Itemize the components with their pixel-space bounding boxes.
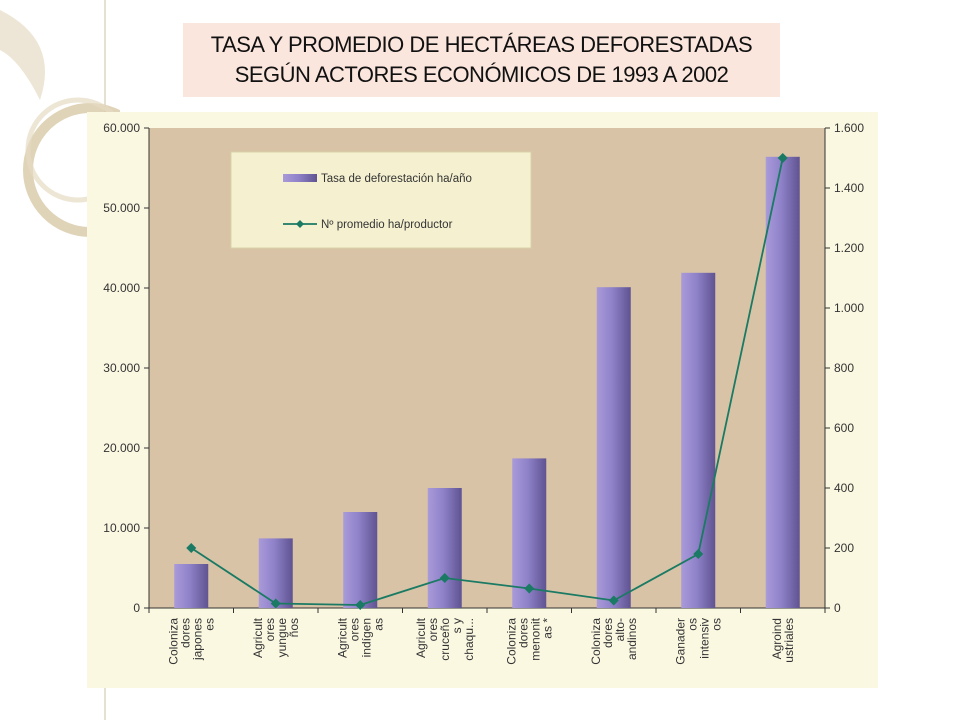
chart-title: TASA Y PROMEDIO DE HECTÁREAS DEFORESTADA… xyxy=(183,23,780,97)
bar xyxy=(512,458,547,608)
category-label: chaqu... xyxy=(462,618,476,661)
line-series xyxy=(190,157,784,606)
category-label: Ganader xyxy=(673,618,687,665)
y-right-tick-label: 0 xyxy=(834,601,841,615)
category-label: dores xyxy=(516,618,530,648)
category-label: cruceño xyxy=(438,618,452,661)
chart-title-line2: SEGÚN ACTORES ECONÓMICOS DE 1993 A 2002 xyxy=(234,62,729,87)
y-right-tick-label: 200 xyxy=(834,541,854,555)
category-label: ores xyxy=(426,618,440,641)
category-label: ores xyxy=(347,618,361,641)
category-label: os xyxy=(709,618,723,631)
category-label: Coloniza xyxy=(589,618,603,665)
category-label: Coloniza xyxy=(166,618,180,665)
category-label: alto- xyxy=(613,618,627,641)
line-point xyxy=(270,598,281,609)
category-label: dores xyxy=(601,618,615,648)
bar xyxy=(427,488,462,608)
bar xyxy=(596,287,631,608)
y-right-tick-label: 1.400 xyxy=(834,181,864,195)
chart-title-line1: TASA Y PROMEDIO DE HECTÁREAS DEFORESTADA… xyxy=(210,32,753,57)
category-label: japones xyxy=(190,618,204,661)
combo-chart: 0 10.000 20.000 30.000 40.000 50.000 60.000 0 20… xyxy=(87,112,878,688)
y-left-tick-label: 30.000 xyxy=(103,361,140,375)
y-left-tick-label: 20.000 xyxy=(103,441,140,455)
bar xyxy=(343,512,378,608)
legend-bar-swatch xyxy=(283,174,317,182)
legend-line-marker xyxy=(296,220,304,228)
category-label: intensiv xyxy=(697,618,711,659)
category-label: menonit xyxy=(528,617,542,660)
y-left-tick-label: 0 xyxy=(133,601,140,615)
y-left-tick-label: 40.000 xyxy=(103,281,140,295)
category-label: Agricult xyxy=(251,617,265,658)
category-label: ustriales xyxy=(782,618,796,663)
line-point xyxy=(693,549,704,559)
category-label: indígen xyxy=(359,618,373,657)
line-point xyxy=(355,600,366,610)
category-label: ños xyxy=(287,618,301,637)
category-label: ores xyxy=(263,618,277,641)
category-label: os xyxy=(685,618,699,631)
category-label: s y xyxy=(450,618,464,633)
category-label: dores xyxy=(178,618,192,648)
y-left-tick-label: 60.000 xyxy=(103,121,140,135)
y-right-tick-label: 1.000 xyxy=(834,301,864,315)
y-right-tick-label: 800 xyxy=(834,361,854,375)
chart-area: 0 10.000 20.000 30.000 40.000 50.000 60.000 0 20… xyxy=(87,112,878,688)
y-right-tick-label: 400 xyxy=(834,481,854,495)
y-left-tick-label: 10.000 xyxy=(103,521,140,535)
category-label: andinos xyxy=(625,618,639,660)
line-point xyxy=(608,595,619,606)
legend-label-line: Nº promedio ha/productor xyxy=(321,219,453,231)
category-label: Coloniza xyxy=(504,618,518,665)
category-label: as xyxy=(371,618,385,631)
y-right-tick-label: 600 xyxy=(834,421,854,435)
y-right-tick-label: 1.200 xyxy=(834,241,864,255)
bar xyxy=(174,564,209,608)
y-left-tick-label: 50.000 xyxy=(103,201,140,215)
line-point xyxy=(186,543,197,553)
y-right-tick-label: 1.600 xyxy=(834,121,864,135)
category-label: as * xyxy=(540,618,554,639)
category-label: yungue xyxy=(275,618,289,658)
category-label: Agricult xyxy=(335,617,349,658)
bar xyxy=(765,156,800,609)
category-label: Agricult xyxy=(414,617,428,658)
line-point xyxy=(777,153,788,163)
bar xyxy=(258,538,293,608)
category-label: es xyxy=(202,618,216,631)
category-label: Agroind xyxy=(770,618,784,659)
line-point xyxy=(439,573,450,583)
legend-label-bar: Tasa de deforestación ha/año xyxy=(321,173,472,185)
line-point xyxy=(524,583,535,594)
legend xyxy=(230,151,532,249)
